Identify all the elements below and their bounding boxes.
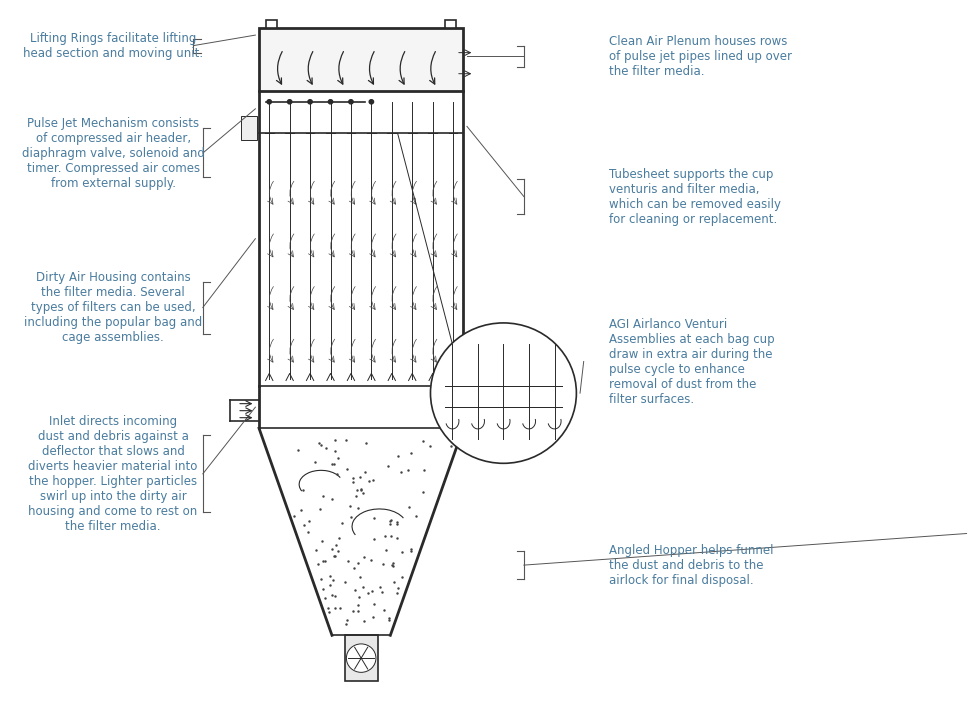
Text: Angled Hopper helps funnel
the dust and debris to the
airlock for final disposal: Angled Hopper helps funnel the dust and … [609,543,774,587]
Circle shape [431,323,576,463]
Circle shape [288,100,292,104]
Bar [445,20,456,28]
Circle shape [370,100,373,104]
Text: Tubesheet supports the cup
venturis and filter media,
which can be removed easil: Tubesheet supports the cup venturis and … [609,168,781,225]
Bar [266,20,277,28]
Circle shape [349,100,353,104]
Bar [241,116,256,140]
Text: Clean Air Plenum houses rows
of pulse jet pipes lined up over
the filter media.: Clean Air Plenum houses rows of pulse je… [609,34,793,78]
Text: AGI Airlanco Venturi
Assemblies at each bag cup
draw in extra air during the
pul: AGI Airlanco Venturi Assemblies at each … [609,317,775,406]
Text: Dirty Air Housing contains
the filter media. Several
types of filters can be use: Dirty Air Housing contains the filter me… [24,271,202,344]
Text: Pulse Jet Mechanism consists
of compressed air header,
diaphragm valve, solenoid: Pulse Jet Mechanism consists of compress… [21,117,205,190]
Circle shape [267,100,271,104]
Text: Inlet directs incoming
dust and debris against a
deflector that slows and
divert: Inlet directs incoming dust and debris a… [28,415,198,533]
Text: Lifting Rings facilitate lifting
head section and moving unit.: Lifting Rings facilitate lifting head se… [23,32,203,60]
Circle shape [329,100,332,104]
Bar [259,28,463,91]
Bar [345,635,377,681]
Circle shape [346,644,376,673]
Circle shape [308,100,312,104]
